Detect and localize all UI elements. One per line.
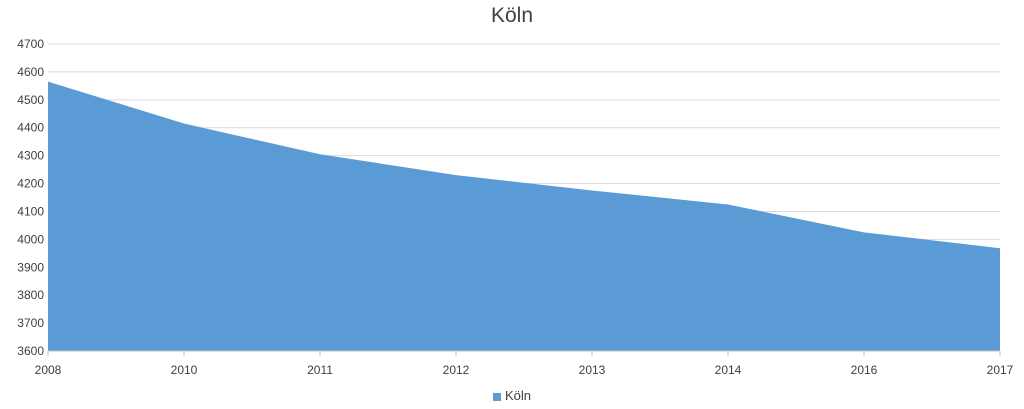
legend: Köln bbox=[0, 388, 1024, 403]
y-tick-label: 4400 bbox=[17, 121, 44, 135]
y-tick-label: 4500 bbox=[17, 93, 44, 107]
y-tick-label: 4300 bbox=[17, 149, 44, 163]
y-tick-label: 3700 bbox=[17, 316, 44, 330]
y-tick-label: 3800 bbox=[17, 288, 44, 302]
x-tick-label: 2010 bbox=[171, 363, 198, 377]
y-tick-label: 3600 bbox=[17, 344, 44, 358]
chart-title: Köln bbox=[490, 4, 534, 27]
y-tick-label: 4600 bbox=[17, 65, 44, 79]
legend-label: Köln bbox=[504, 388, 532, 403]
legend-swatch bbox=[492, 392, 501, 401]
x-tick-label: 2016 bbox=[851, 363, 878, 377]
y-tick-label: 4000 bbox=[17, 232, 44, 246]
series-area bbox=[48, 81, 1000, 351]
x-tick-label: 2014 bbox=[715, 363, 742, 377]
x-tick-label: 2017 bbox=[987, 363, 1014, 377]
x-tick-label: 2008 bbox=[35, 363, 62, 377]
y-tick-label: 4200 bbox=[17, 177, 44, 191]
y-tick-label: 4700 bbox=[17, 37, 44, 51]
x-tick-label: 2013 bbox=[579, 363, 606, 377]
y-tick-label: 4100 bbox=[17, 204, 44, 218]
x-tick-label: 2012 bbox=[443, 363, 470, 377]
x-tick-label: 2011 bbox=[307, 363, 333, 377]
y-tick-label: 3900 bbox=[17, 260, 44, 274]
